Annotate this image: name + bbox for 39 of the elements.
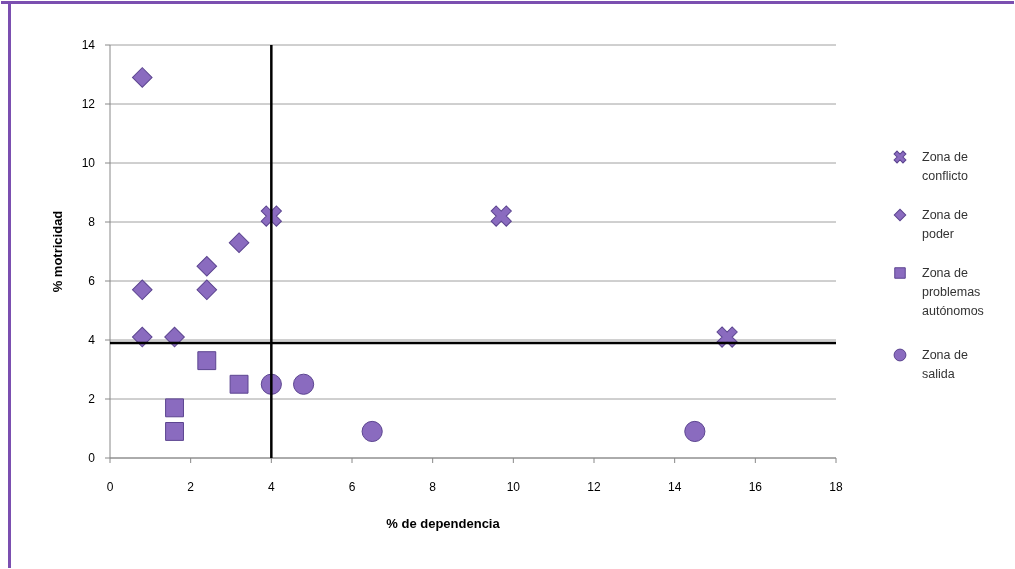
point (131, 67, 153, 88)
point (164, 326, 185, 348)
x-tick-label: 18 (829, 480, 843, 494)
point (165, 422, 184, 441)
point (228, 232, 250, 253)
point (197, 351, 217, 371)
y-tick-label: 0 (88, 451, 96, 465)
x-tick-label: 6 (348, 480, 356, 494)
point (490, 205, 512, 227)
legend-label: Zona de conflicto (922, 150, 968, 183)
y-tick-label: 12 (81, 97, 96, 111)
x-tick-label: 8 (429, 480, 437, 494)
y-tick-label: 2 (88, 392, 96, 406)
point (196, 255, 218, 277)
x-tick-label: 10 (506, 480, 521, 494)
point (165, 398, 184, 418)
point (196, 279, 218, 301)
y-tick-label: 4 (88, 333, 96, 347)
legend-label: Zona de problemas autónomos (922, 266, 984, 318)
y-tick-label: 10 (81, 156, 96, 170)
point (131, 279, 153, 301)
point (684, 420, 706, 443)
y-tick-label: 8 (88, 215, 96, 229)
x-tick-label: 0 (106, 480, 114, 494)
legend-label: Zona de poder (922, 208, 968, 241)
point (229, 374, 249, 394)
y-tick-label: 14 (81, 38, 96, 52)
y-axis-title: % motricidad (50, 210, 65, 293)
point (361, 420, 383, 443)
y-tick-label: 6 (88, 274, 96, 288)
x-tick-label: 4 (267, 480, 275, 494)
x-tick-label: 2 (187, 480, 195, 494)
point (131, 326, 153, 348)
point (293, 373, 315, 395)
x-axis-title: % de dependencia (386, 516, 501, 531)
x-tick-label: 12 (587, 480, 601, 494)
legend-label: Zona de salida (922, 348, 968, 381)
x-tick-label: 14 (667, 480, 682, 494)
x-tick-label: 16 (748, 480, 763, 494)
